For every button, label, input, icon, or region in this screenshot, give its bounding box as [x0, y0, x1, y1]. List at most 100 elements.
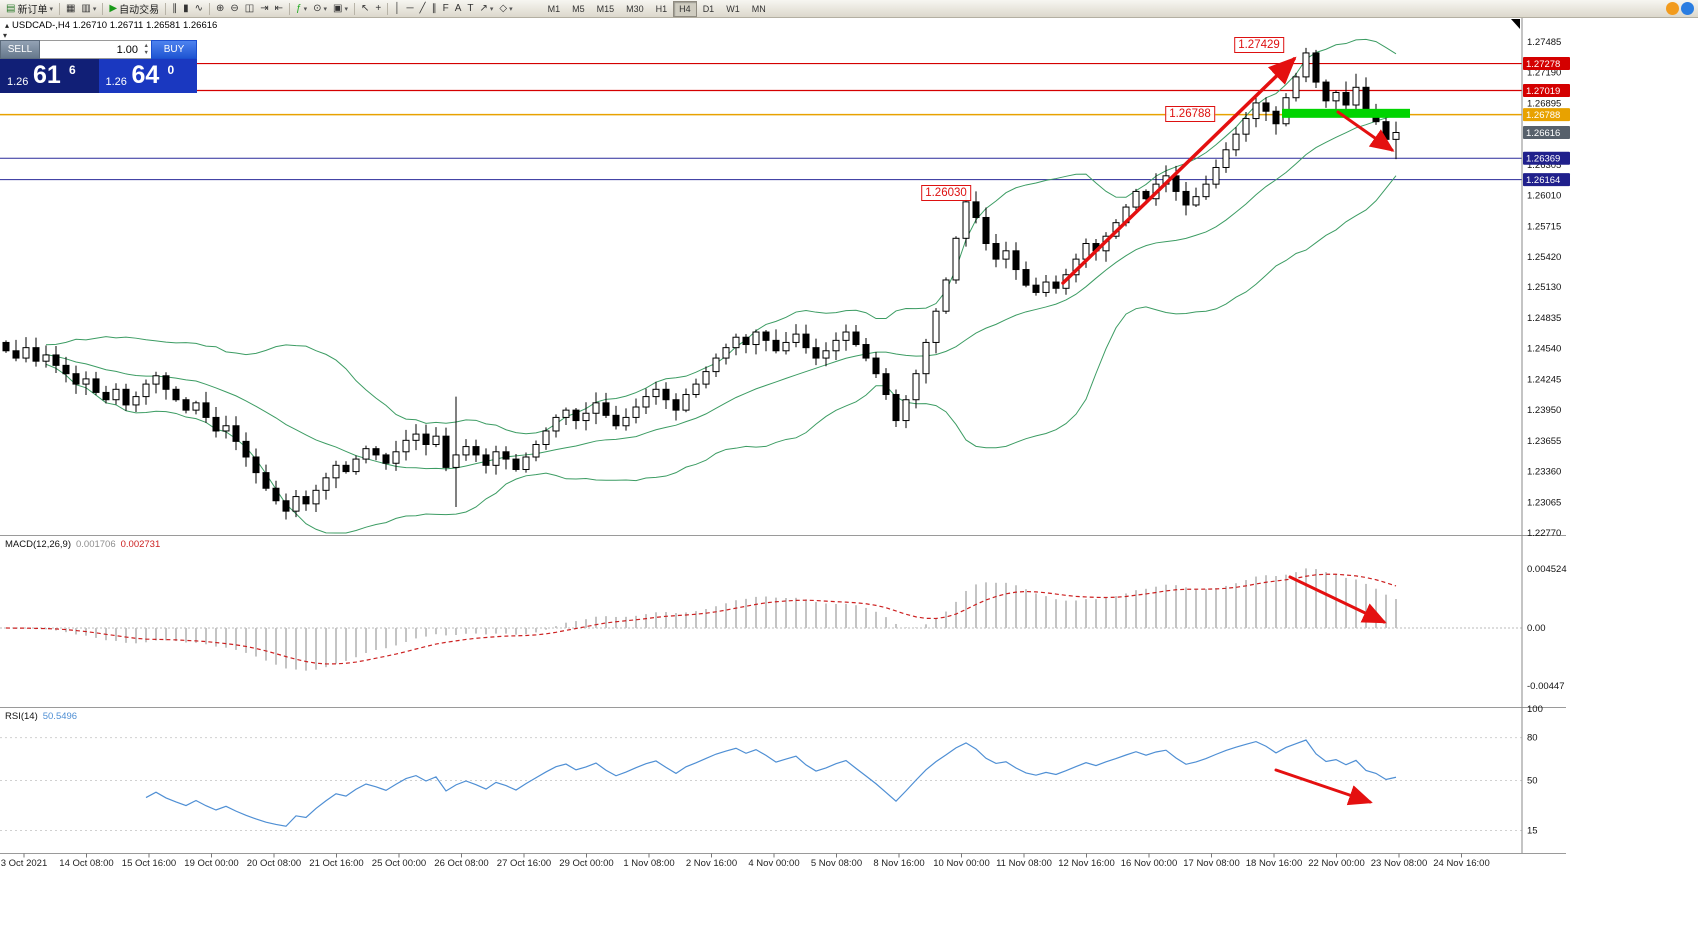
date-label: 3 Oct 2021: [1, 858, 47, 869]
price-flag-label[interactable]: 1.26788: [1165, 106, 1215, 122]
support-zone[interactable]: [1282, 108, 1410, 118]
horizontal-line-button[interactable]: ─: [403, 1, 416, 16]
auto-scroll-corner-icon[interactable]: [1511, 19, 1520, 29]
trendline-button[interactable]: ╱: [417, 1, 429, 16]
tile-windows-button[interactable]: ◫: [242, 1, 257, 16]
trend-arrow-object[interactable]: [1336, 110, 1395, 152]
candle: [572, 408, 580, 430]
community-orange-icon[interactable]: [1666, 2, 1679, 15]
candle: [352, 455, 360, 475]
date-label: 18 Nov 16:00: [1246, 858, 1303, 869]
chevron-down-icon: ▾: [92, 5, 97, 13]
candle: [732, 333, 740, 356]
crosshair-icon: +: [375, 3, 382, 14]
charts-window-button[interactable]: ▦: [63, 1, 78, 16]
candle: [232, 416, 240, 451]
buy-price-display[interactable]: 1.26 64 0: [98, 59, 197, 93]
date-label: 25 Oct 00:00: [372, 858, 426, 869]
price-flag-label[interactable]: 1.27429: [1234, 37, 1284, 53]
templates-button[interactable]: ▣ ▾: [330, 1, 351, 16]
candle: [892, 389, 900, 428]
timeframe-m1-button[interactable]: M1: [547, 3, 561, 14]
date-label: 24 Nov 16:00: [1433, 858, 1490, 869]
timeframe-d1-button[interactable]: D1: [702, 3, 715, 14]
candle: [1342, 81, 1350, 115]
candle: [822, 342, 830, 367]
macd-header: MACD(12,26,9) 0.001706 0.002731: [5, 539, 160, 550]
autotrading-button[interactable]: ▶ 自动交易: [106, 1, 162, 16]
price-tag: [1523, 125, 1570, 139]
time-axis[interactable]: 3 Oct 2021 14 Oct 08:00 15 Oct 16:00 19 Oct…: [1, 853, 1490, 870]
timeframe-w1-button[interactable]: W1: [726, 3, 740, 14]
arrows-button[interactable]: ↗ ▾: [476, 1, 496, 16]
candle: [772, 329, 780, 354]
candle: [162, 372, 170, 400]
timeframe-m5-button[interactable]: M5: [572, 3, 585, 14]
price-tag: [1523, 84, 1570, 98]
sell-button[interactable]: SELL: [0, 40, 40, 59]
candle: [1242, 112, 1250, 142]
zoom-out-button[interactable]: ⊖: [227, 1, 241, 16]
text-button[interactable]: A: [452, 1, 465, 16]
shapes-button[interactable]: ◇ ▾: [496, 1, 515, 16]
sell-price-display[interactable]: 1.26 61 6: [0, 59, 99, 93]
crosshair-button[interactable]: +: [372, 1, 384, 16]
timeframe-h4-button[interactable]: H4: [673, 0, 697, 17]
trend-arrow-object[interactable]: [1061, 56, 1297, 285]
price-tick-label: 1.26895: [1527, 98, 1561, 109]
auto-scroll-button[interactable]: ⇥: [257, 1, 271, 16]
panel-collapse-icon[interactable]: ▾: [3, 31, 8, 40]
candle: [1352, 73, 1360, 112]
chart-shift-button[interactable]: ⇤: [272, 1, 286, 16]
bars-chart-button[interactable]: ∥: [169, 1, 180, 16]
candle: [102, 385, 110, 404]
bollinger-bands-layer: [45, 38, 1397, 534]
candle: [502, 446, 510, 470]
date-label: 11 Nov 08:00: [996, 858, 1052, 869]
rsi-axis-label: 100: [1527, 704, 1543, 715]
label-button[interactable]: T: [464, 1, 476, 16]
buy-button[interactable]: BUY: [151, 40, 197, 59]
channel-button[interactable]: ∥: [429, 1, 440, 16]
trend-arrow-object[interactable]: [1274, 768, 1373, 806]
vertical-line-button[interactable]: │: [391, 1, 403, 16]
timeframe-m30-button[interactable]: M30: [626, 3, 644, 14]
price-tick-label: 1.23065: [1527, 497, 1561, 508]
candle: [212, 406, 220, 438]
periods-button[interactable]: ⊙ ▾: [310, 1, 330, 16]
candle: [902, 395, 910, 429]
new-order-button[interactable]: ▤ 新订单 ▾: [3, 1, 56, 16]
candles-chart-button[interactable]: ▮: [180, 1, 192, 16]
timeframe-h1-button[interactable]: H1: [655, 3, 668, 14]
line-chart-icon: ∿: [194, 3, 203, 14]
price-flag-label[interactable]: 1.26030: [921, 185, 971, 201]
vertical-line-icon: │: [394, 3, 401, 14]
community-blue-icon[interactable]: [1681, 2, 1694, 15]
zoom-in-button[interactable]: ⊕: [213, 1, 227, 16]
candle: [1052, 275, 1060, 294]
profiles-button[interactable]: ▥ ▾: [78, 1, 99, 16]
trend-arrow-object[interactable]: [1288, 575, 1387, 624]
candle: [1262, 97, 1270, 122]
autotrading-button-label: 自动交易: [119, 5, 160, 16]
indicators-button[interactable]: ƒ ▾: [293, 1, 310, 16]
bollinger-band-line: [45, 38, 1397, 435]
lot-decrease-icon[interactable]: ▼: [143, 50, 149, 56]
cursor-button[interactable]: ↖: [358, 1, 372, 16]
price-axis[interactable]: 1.27485 1.27190 1.26895 1.26305 1.26010 1.257…: [1523, 37, 1570, 539]
line-chart-button[interactable]: ∿: [192, 1, 206, 16]
candle: [1192, 187, 1200, 208]
toolbar-separator: [209, 2, 210, 15]
toolbar-separator: [387, 2, 389, 15]
timeframe-mn-button[interactable]: MN: [751, 3, 766, 14]
candle: [562, 407, 570, 426]
candle: [1042, 275, 1050, 297]
timeframe-m15-button[interactable]: M15: [596, 3, 615, 14]
rsi-axis-label: 50: [1527, 776, 1538, 787]
price-tag: [1523, 173, 1570, 187]
fibonacci-button[interactable]: F: [440, 1, 452, 16]
lot-increase-icon[interactable]: ▲: [143, 43, 149, 49]
candle: [122, 383, 130, 411]
lot-size-field[interactable]: 1.00 ▲ ▼: [40, 40, 151, 59]
lot-stepper[interactable]: ▲ ▼: [144, 43, 149, 57]
